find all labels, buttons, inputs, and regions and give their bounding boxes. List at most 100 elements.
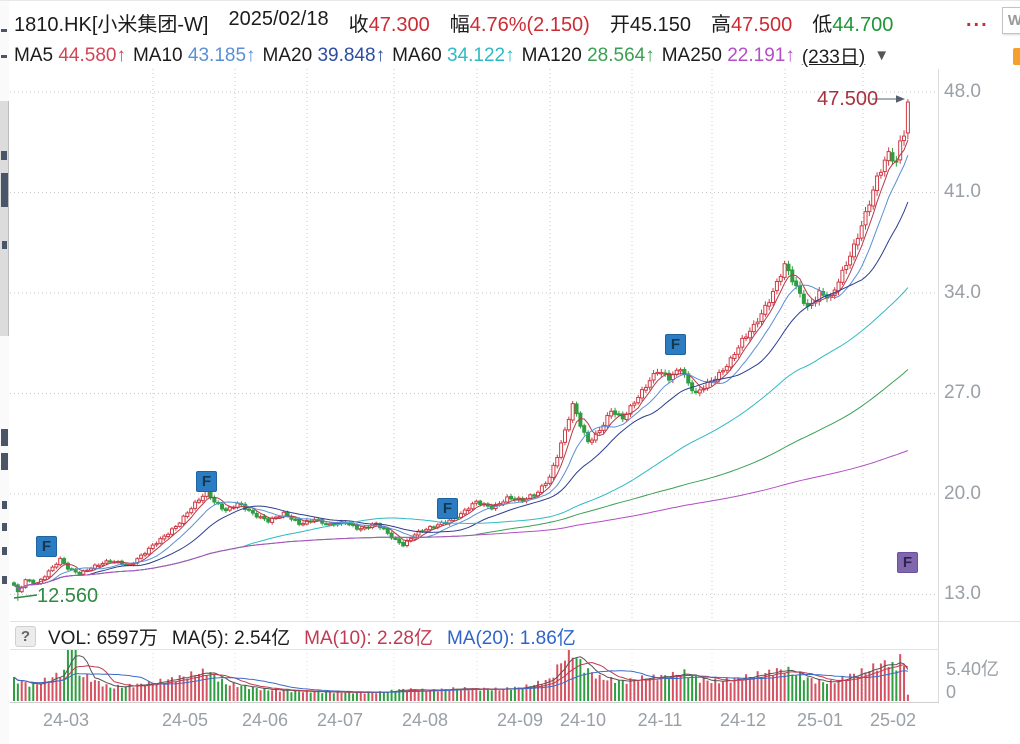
volume-bar[interactable] bbox=[74, 650, 77, 701]
candle[interactable] bbox=[150, 544, 155, 550]
volume-bar[interactable] bbox=[155, 683, 158, 701]
volume-bar[interactable] bbox=[799, 672, 802, 701]
candle[interactable] bbox=[497, 503, 502, 506]
volume-bar[interactable] bbox=[140, 683, 143, 701]
volume-bar[interactable] bbox=[637, 681, 640, 701]
candle[interactable] bbox=[801, 293, 806, 304]
volume-bar[interactable] bbox=[529, 686, 532, 701]
volume-bar[interactable] bbox=[691, 675, 694, 701]
candle[interactable] bbox=[532, 494, 537, 497]
candle[interactable] bbox=[416, 530, 421, 536]
candle[interactable] bbox=[458, 513, 463, 518]
candle[interactable] bbox=[767, 302, 772, 307]
volume-bar[interactable] bbox=[483, 687, 486, 701]
volume-bar[interactable] bbox=[698, 682, 701, 701]
candle[interactable] bbox=[262, 515, 267, 520]
volume-bar[interactable] bbox=[205, 675, 208, 701]
candle[interactable] bbox=[763, 304, 768, 315]
candle[interactable] bbox=[871, 189, 876, 207]
volume-bar[interactable] bbox=[621, 680, 624, 701]
volume-bar[interactable] bbox=[683, 669, 686, 701]
volume-bar[interactable] bbox=[845, 680, 848, 701]
volume-bar[interactable] bbox=[610, 677, 613, 701]
candle[interactable] bbox=[778, 276, 783, 282]
volume-bar[interactable] bbox=[660, 674, 663, 701]
volume-bar[interactable] bbox=[263, 687, 266, 701]
volume-bar[interactable] bbox=[317, 690, 320, 701]
volume-bar[interactable] bbox=[398, 689, 401, 701]
volume-bar[interactable] bbox=[301, 692, 304, 701]
volume-bar[interactable] bbox=[802, 680, 805, 701]
volume-bar[interactable] bbox=[748, 677, 751, 701]
volume-bar[interactable] bbox=[567, 650, 570, 701]
volume-bar[interactable] bbox=[429, 690, 432, 701]
candle[interactable] bbox=[354, 524, 359, 530]
candle[interactable] bbox=[589, 439, 594, 443]
volume-bar[interactable] bbox=[178, 675, 181, 701]
candle[interactable] bbox=[655, 371, 660, 375]
volume-bar[interactable] bbox=[59, 677, 62, 701]
volume-bar[interactable] bbox=[340, 692, 343, 701]
candle[interactable] bbox=[501, 501, 506, 505]
volume-bar[interactable] bbox=[275, 688, 278, 701]
candle[interactable] bbox=[663, 372, 668, 375]
volume-bar[interactable] bbox=[209, 672, 212, 701]
volume-bar[interactable] bbox=[305, 690, 308, 701]
candle[interactable] bbox=[62, 558, 67, 565]
candle[interactable] bbox=[46, 570, 51, 578]
volume-bar[interactable] bbox=[598, 674, 601, 701]
volume-bar[interactable] bbox=[394, 691, 397, 701]
candle[interactable] bbox=[717, 372, 722, 380]
volume-bar[interactable] bbox=[641, 675, 644, 701]
volume-bar[interactable] bbox=[779, 669, 782, 701]
volume-bar[interactable] bbox=[213, 674, 216, 701]
volume-bar[interactable] bbox=[783, 672, 786, 701]
volume-bar[interactable] bbox=[463, 687, 466, 701]
candle[interactable] bbox=[108, 560, 113, 563]
volume-bar[interactable] bbox=[729, 682, 732, 701]
candle[interactable] bbox=[397, 538, 402, 544]
candle[interactable] bbox=[636, 396, 641, 404]
candle[interactable] bbox=[574, 403, 579, 415]
volume-bar[interactable] bbox=[448, 690, 451, 701]
candle[interactable] bbox=[878, 171, 883, 176]
candle[interactable] bbox=[697, 389, 702, 394]
event-marker-f[interactable]: F bbox=[437, 498, 458, 519]
volume-bar[interactable] bbox=[741, 680, 744, 701]
candle[interactable] bbox=[902, 135, 907, 142]
volume-bar[interactable] bbox=[244, 685, 247, 701]
candle[interactable] bbox=[632, 402, 637, 406]
volume-bar[interactable] bbox=[163, 682, 166, 701]
candle[interactable] bbox=[154, 543, 159, 546]
volume-bar[interactable] bbox=[174, 681, 177, 701]
volume-bar[interactable] bbox=[575, 658, 578, 701]
more-button[interactable]: ... bbox=[966, 9, 989, 31]
candle[interactable] bbox=[509, 495, 514, 500]
candle[interactable] bbox=[401, 542, 406, 547]
volume-bar[interactable] bbox=[775, 668, 778, 701]
volume-bar[interactable] bbox=[13, 677, 15, 701]
candle[interactable] bbox=[312, 519, 317, 522]
volume-bar[interactable] bbox=[745, 674, 748, 701]
candle[interactable] bbox=[96, 564, 101, 567]
volume-bar[interactable] bbox=[787, 666, 790, 701]
candle[interactable] bbox=[782, 263, 787, 278]
candle[interactable] bbox=[462, 509, 467, 515]
candle[interactable] bbox=[23, 579, 28, 588]
volume-bar[interactable] bbox=[82, 677, 85, 701]
volume-bar[interactable] bbox=[710, 683, 713, 701]
volume-bar[interactable] bbox=[425, 691, 428, 701]
volume-bar[interactable] bbox=[113, 688, 116, 701]
volume-bar[interactable] bbox=[764, 672, 767, 701]
volume-bar[interactable] bbox=[714, 678, 717, 701]
volume-bar[interactable] bbox=[872, 663, 875, 701]
volume-bar[interactable] bbox=[471, 688, 474, 701]
candle[interactable] bbox=[281, 511, 286, 517]
volume-bar[interactable] bbox=[656, 680, 659, 701]
candle[interactable] bbox=[593, 432, 598, 441]
candle[interactable] bbox=[478, 500, 483, 506]
candle[interactable] bbox=[597, 430, 602, 434]
volume-bar[interactable] bbox=[583, 672, 586, 701]
volume-bar[interactable] bbox=[633, 679, 636, 701]
candle[interactable] bbox=[189, 508, 194, 514]
